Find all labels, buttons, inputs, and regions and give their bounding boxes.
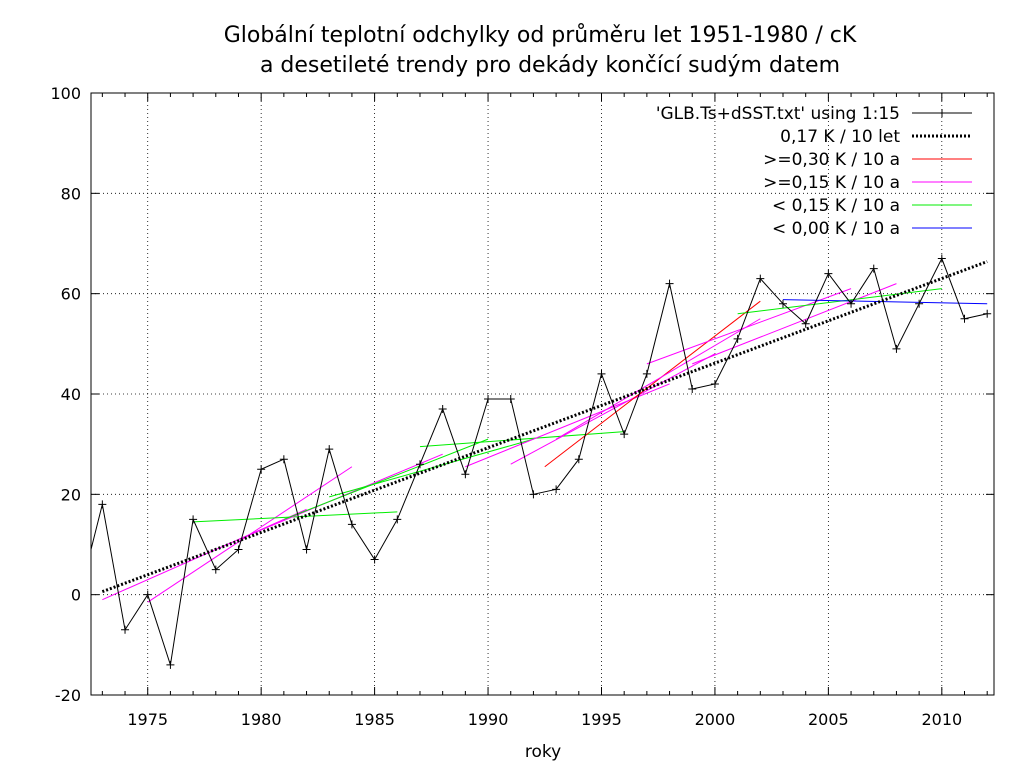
legend: 'GLB.Ts+dSST.txt' using 1:15 0,17 K / 10 … bbox=[656, 104, 972, 239]
data-point bbox=[302, 545, 311, 554]
data-point bbox=[756, 274, 765, 283]
x-tick-label: 1990 bbox=[468, 710, 509, 729]
data-point bbox=[506, 395, 515, 404]
data-point bbox=[234, 545, 243, 554]
y-tick-label: 80 bbox=[61, 184, 81, 203]
data-point bbox=[710, 379, 719, 388]
axis-ticks: -20 0 20 40 60 80 100 1975 1980 1985 1990 1995 2000 2… bbox=[50, 84, 994, 729]
x-tick-label: 1985 bbox=[354, 710, 395, 729]
data-point bbox=[597, 369, 606, 378]
data-point bbox=[484, 395, 493, 404]
data-point bbox=[552, 485, 561, 494]
legend-label: >=0,30 K / 10 a bbox=[763, 150, 900, 170]
data-point bbox=[143, 590, 152, 599]
data-point bbox=[960, 314, 969, 323]
data-point bbox=[438, 405, 447, 414]
y-tick-label: -20 bbox=[55, 686, 81, 705]
trend-segment-ge015 bbox=[555, 318, 761, 440]
data-series-line bbox=[90, 257, 988, 666]
data-point bbox=[642, 369, 651, 378]
data-point bbox=[529, 490, 538, 499]
legend-label: 0,17 K / 10 let bbox=[780, 127, 900, 147]
data-point bbox=[983, 309, 992, 318]
trend-segment-ge015 bbox=[646, 288, 852, 365]
data-point bbox=[166, 660, 175, 669]
y-tick-label: 20 bbox=[61, 485, 81, 504]
data-point bbox=[370, 555, 379, 564]
data-point bbox=[415, 460, 424, 469]
data-point bbox=[189, 515, 198, 524]
data-point bbox=[211, 565, 220, 574]
legend-label: < 0,15 K / 10 a bbox=[772, 196, 900, 216]
trend-segment-lt015 bbox=[283, 438, 489, 520]
data-point bbox=[347, 520, 356, 529]
data-point bbox=[393, 515, 402, 524]
data-point bbox=[778, 299, 787, 308]
data-point bbox=[325, 445, 334, 454]
trend-segment-ge015 bbox=[510, 353, 716, 465]
data-point bbox=[824, 269, 833, 278]
y-tick-label: 60 bbox=[61, 285, 81, 304]
trend-segment-lt000 bbox=[782, 299, 988, 305]
legend-marker bbox=[938, 109, 946, 117]
trend-segment-ge015 bbox=[692, 283, 897, 365]
data-point bbox=[937, 254, 946, 263]
legend-label: >=0,15 K / 10 a bbox=[763, 173, 900, 193]
data-point bbox=[847, 299, 856, 308]
data-point bbox=[620, 430, 629, 439]
legend-label: < 0,00 K / 10 a bbox=[772, 219, 900, 239]
x-tick-label: 1995 bbox=[581, 710, 622, 729]
y-tick-label: 100 bbox=[50, 84, 81, 103]
data-point bbox=[733, 334, 742, 343]
overall-trend-line bbox=[101, 260, 988, 594]
data-point bbox=[461, 470, 470, 479]
plot-area bbox=[90, 254, 992, 669]
trend-segment-lt015 bbox=[329, 438, 534, 498]
data-point bbox=[98, 500, 107, 509]
trend-segment-ge015 bbox=[465, 383, 670, 468]
data-point bbox=[665, 279, 674, 288]
data-point bbox=[574, 455, 583, 464]
data-point bbox=[257, 465, 266, 474]
legend-label: 'GLB.Ts+dSST.txt' using 1:15 bbox=[656, 104, 900, 124]
x-axis-label: roky bbox=[525, 742, 561, 762]
x-tick-label: 2000 bbox=[695, 710, 736, 729]
trend-segment-lt015 bbox=[193, 511, 398, 523]
data-point bbox=[279, 455, 288, 464]
data-point bbox=[121, 625, 130, 634]
data-point bbox=[892, 344, 901, 353]
y-tick-label: 0 bbox=[71, 586, 81, 605]
x-tick-label: 2005 bbox=[808, 710, 849, 729]
y-tick-label: 40 bbox=[61, 385, 81, 404]
trend-segment-ge030 bbox=[544, 300, 761, 468]
trend-segment-lt015 bbox=[419, 431, 625, 448]
x-tick-label: 1980 bbox=[241, 710, 282, 729]
data-point bbox=[869, 264, 878, 273]
data-point bbox=[801, 319, 810, 328]
plot-frame bbox=[90, 92, 995, 696]
data-point bbox=[688, 384, 697, 393]
chart-title-line1: Globální teplotní odchylky od průměru le… bbox=[224, 23, 857, 48]
x-tick-label: 2010 bbox=[921, 710, 962, 729]
x-tick-label: 1975 bbox=[127, 710, 168, 729]
data-point bbox=[915, 299, 924, 308]
chart-title-line2: a desetileté trendy pro dekády končící s… bbox=[260, 53, 840, 78]
